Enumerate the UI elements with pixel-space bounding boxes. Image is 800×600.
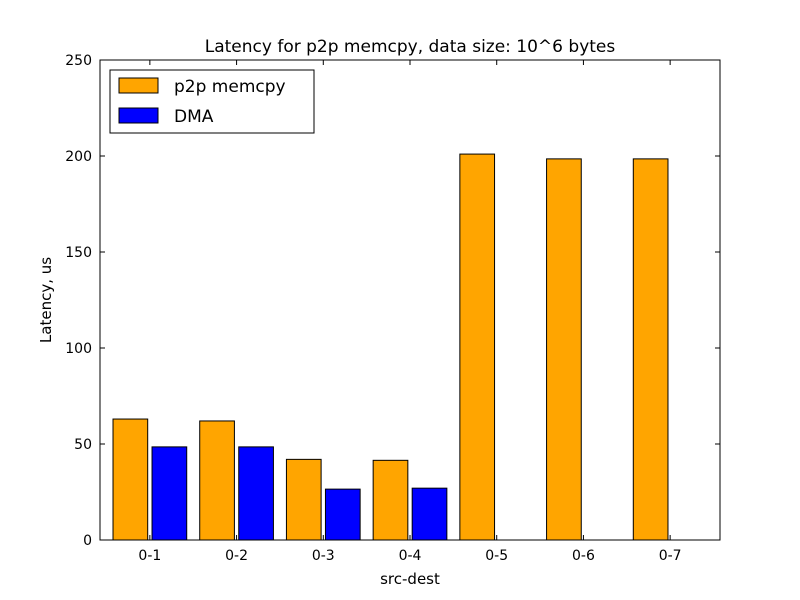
chart-title: Latency for p2p memcpy, data size: 10^6 … (205, 37, 616, 57)
bar-dma-0-3 (324, 488, 361, 541)
bar-p2p-memcpy-0-1 (112, 418, 149, 541)
y-tick-label: 150 (65, 245, 92, 261)
y-tick-label: 0 (83, 533, 92, 549)
bar-p2p-memcpy-0-2 (199, 420, 235, 541)
bar-dma-0-2 (238, 446, 274, 541)
bar-p2p-memcpy-0-7 (632, 158, 669, 541)
bar-dma-0-1 (151, 446, 188, 541)
legend-label-p2p-memcpy: p2p memcpy (174, 77, 286, 97)
legend-swatch-dma (118, 107, 159, 124)
y-tick-label: 200 (65, 149, 92, 165)
x-tick-label: 0-4 (399, 548, 422, 564)
bar-p2p-memcpy-0-4 (372, 459, 409, 541)
legend-swatch-p2p-memcpy (118, 77, 159, 94)
bar-p2p-memcpy-0-3 (285, 458, 322, 541)
x-axis-label: src-dest (380, 570, 440, 588)
bars-group (112, 153, 669, 541)
x-tick-label: 0-3 (312, 548, 335, 564)
legend: p2p memcpy DMA (109, 69, 315, 134)
bar-p2p-memcpy-0-6 (546, 158, 582, 541)
bar-dma-0-4 (411, 487, 448, 541)
x-tick-label: 0-7 (659, 548, 682, 564)
legend-label-dma: DMA (174, 107, 214, 127)
x-tick-label: 0-6 (572, 548, 595, 564)
x-axis-ticks: 0-1 0-2 0-3 0-4 0-5 0-6 0-7 (138, 60, 682, 564)
y-tick-label: 50 (74, 437, 92, 453)
bar-p2p-memcpy-0-5 (459, 153, 496, 541)
x-tick-label: 0-5 (485, 548, 508, 564)
y-axis-ticks: 0 50 100 150 200 250 (65, 53, 720, 549)
y-tick-label: 250 (65, 53, 92, 69)
x-tick-label: 0-2 (225, 548, 248, 564)
y-tick-label: 100 (65, 341, 92, 357)
y-axis-label: Latency, us (37, 257, 55, 343)
x-tick-label: 0-1 (138, 548, 161, 564)
